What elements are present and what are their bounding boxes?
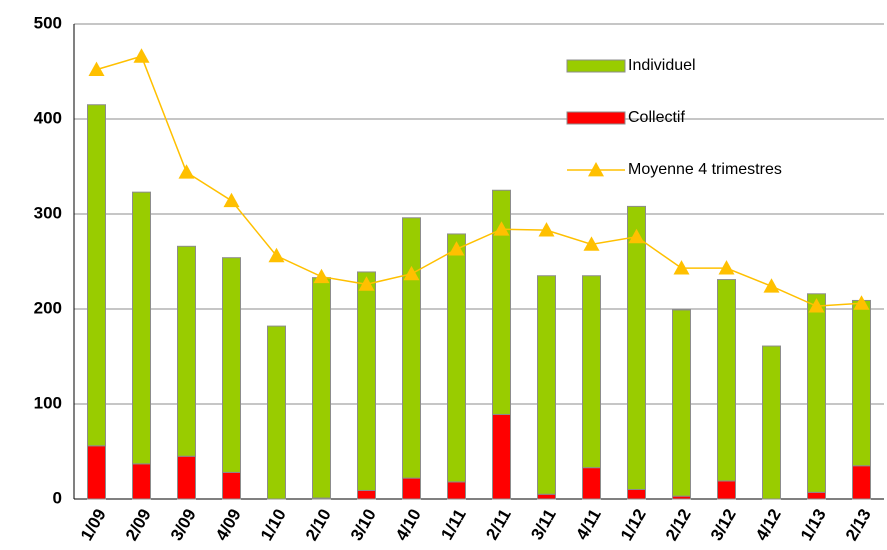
bar-segment <box>852 465 871 500</box>
line-series <box>96 55 862 307</box>
line-marker <box>853 295 870 310</box>
bar-segment <box>807 293 826 493</box>
bar-segment <box>402 477 421 500</box>
x-tick-label: 3/11 <box>527 506 560 543</box>
x-tick-label: 3/10 <box>347 506 380 544</box>
line-marker <box>493 221 510 236</box>
x-tick-label: 2/11 <box>482 506 515 543</box>
legend-swatch <box>566 111 626 125</box>
bar-segment <box>267 325 286 500</box>
x-tick-label: 1/09 <box>77 506 110 544</box>
line-marker <box>718 260 735 275</box>
bar-segment <box>582 467 601 500</box>
bar-segment <box>87 445 106 500</box>
legend-label: Individuel <box>628 57 696 74</box>
x-tick-label: 1/10 <box>257 506 290 544</box>
line-marker <box>268 247 285 263</box>
bar-segment <box>537 275 556 495</box>
y-tick-label: 300 <box>34 203 62 222</box>
line-marker <box>223 192 240 208</box>
y-tick-label: 200 <box>34 298 62 317</box>
x-tick-label: 4/09 <box>212 506 245 544</box>
line-marker <box>403 265 420 281</box>
x-tick-label: 3/09 <box>167 506 200 544</box>
line-marker <box>358 276 375 291</box>
x-tick-label: 1/12 <box>617 506 650 544</box>
line-marker <box>538 222 555 237</box>
line-marker <box>763 278 780 293</box>
bar-segment <box>132 463 151 500</box>
bar-segment <box>672 309 691 497</box>
line-marker <box>133 48 150 63</box>
bar-segment <box>627 489 646 500</box>
line-marker <box>178 164 195 179</box>
bar-segment <box>582 275 601 469</box>
bar-segment <box>717 480 736 500</box>
bar-segment <box>852 299 871 467</box>
legend-swatch <box>566 59 626 73</box>
line-marker <box>88 61 105 76</box>
bar-segment <box>447 481 466 500</box>
y-tick-label: 500 <box>34 13 62 32</box>
y-tick-label: 100 <box>34 393 62 412</box>
bar-segment <box>177 455 196 500</box>
x-tick-label: 1/13 <box>797 506 830 544</box>
x-tick-label: 1/11 <box>437 506 470 543</box>
bar-segment <box>312 277 331 499</box>
line-marker <box>313 268 330 284</box>
x-tick-label: 4/10 <box>392 506 425 544</box>
line-marker <box>673 260 690 275</box>
bar-segment <box>357 271 376 491</box>
bar-segment <box>537 493 556 500</box>
bar-segment <box>222 257 241 473</box>
x-tick-label: 2/09 <box>122 506 155 544</box>
line-marker <box>808 298 825 313</box>
x-tick-label: 4/12 <box>752 506 785 544</box>
bar-segment <box>177 245 196 457</box>
bar-segment <box>627 205 646 490</box>
bar-segment <box>492 413 511 500</box>
legend-label: Collectif <box>628 109 685 126</box>
x-tick-label: 2/12 <box>662 506 695 544</box>
bar-segment <box>762 345 781 500</box>
bar-segment <box>87 104 106 447</box>
bar-segment <box>402 217 421 479</box>
x-tick-label: 4/11 <box>572 506 605 543</box>
bar-segment <box>222 471 241 500</box>
bar-segment <box>717 279 736 482</box>
x-tick-label: 2/10 <box>302 506 335 544</box>
line-marker <box>583 236 600 251</box>
bar-segment <box>132 191 151 465</box>
bar-segment <box>807 491 826 500</box>
y-tick-label: 400 <box>34 108 62 127</box>
x-tick-label: 3/12 <box>707 506 740 544</box>
y-tick-label: 0 <box>53 488 62 507</box>
bar-segment <box>357 489 376 500</box>
bar-segment <box>447 233 466 483</box>
legend-label: Moyenne 4 trimestres <box>628 161 782 178</box>
legend-marker <box>588 162 604 177</box>
line-marker <box>628 228 645 244</box>
line-marker <box>448 241 465 256</box>
x-tick-label: 2/13 <box>842 506 875 544</box>
bar-segment <box>492 189 511 415</box>
